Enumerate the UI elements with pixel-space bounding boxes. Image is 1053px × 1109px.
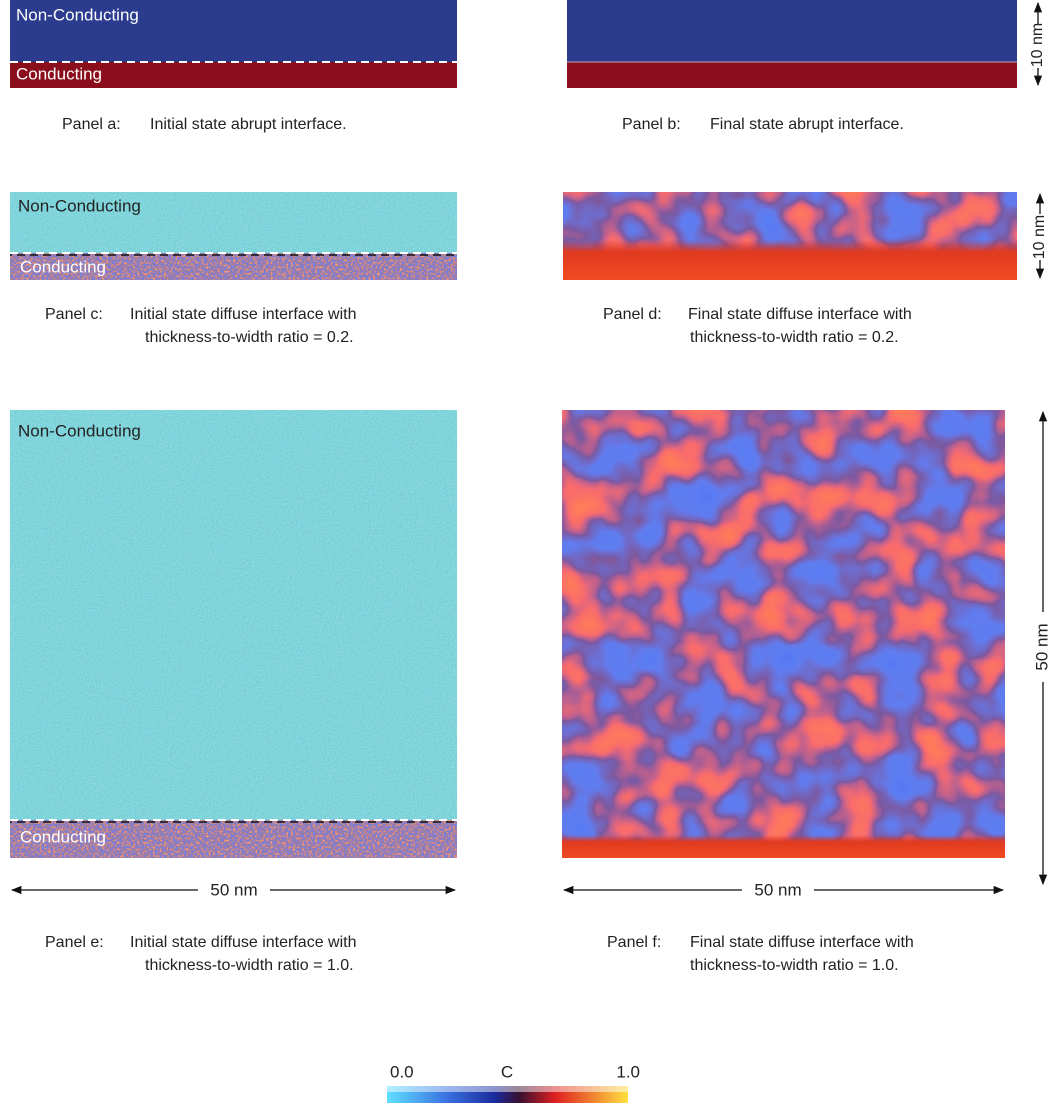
caption-line: Initial state abrupt interface.: [150, 116, 347, 133]
caption: Panel f: Final state diffuse interface wi…: [607, 934, 914, 951]
caption-line: thickness-to-width ratio = 0.2.: [145, 329, 354, 346]
colorbar: 0.0 C 1.0: [387, 1062, 640, 1103]
non-conducting-layer: [10, 0, 457, 62]
region-label: Conducting: [20, 257, 106, 276]
panel-label: Panel d:: [603, 306, 662, 323]
region-label: Non-Conducting: [18, 196, 141, 215]
panel-e: Non-Conducting Conducting 50 nm Panel e:…: [10, 410, 457, 974]
region-label: Conducting: [20, 827, 106, 846]
colorbar-min: 0.0: [390, 1062, 414, 1081]
caption-line: thickness-to-width ratio = 1.0.: [690, 957, 899, 974]
scale-label: 50 nm: [210, 880, 257, 899]
scale-gap: [1034, 612, 1052, 682]
scale-gap: [1032, 214, 1048, 260]
region-label: Conducting: [16, 64, 102, 83]
panel-label: Panel e:: [45, 934, 104, 951]
conducting-layer: [10, 62, 457, 88]
region-label: Non-Conducting: [16, 5, 139, 24]
caption-line: Initial state diffuse interface with: [130, 934, 357, 951]
conducting-layer: [10, 253, 457, 280]
non-conducting-layer: [567, 0, 1017, 62]
panel-label: Panel b:: [622, 116, 681, 133]
panel-b: 10 nm Panel b: Final state abrupt interfa…: [567, 0, 1046, 133]
scale-gap: [1030, 24, 1046, 68]
caption: Panel c: Initial state diffuse interface …: [45, 306, 357, 323]
scale-label: 50 nm: [754, 880, 801, 899]
conducting-layer: [10, 820, 457, 858]
non-conducting-layer: [10, 192, 457, 253]
panel-label: Panel a:: [62, 116, 121, 133]
caption-line: Final state abrupt interface.: [710, 116, 904, 133]
field-map: [562, 410, 1005, 858]
caption-line: thickness-to-width ratio = 0.2.: [690, 329, 899, 346]
caption-line: Initial state diffuse interface with: [130, 306, 357, 323]
scale-gap: [742, 880, 814, 900]
scale-label: 10 nm: [1029, 23, 1046, 67]
panel-f: 50 nm 50 nm Panel f: Final state diffuse …: [562, 410, 1052, 974]
scale-label: 50 nm: [1032, 623, 1051, 670]
caption-line: thickness-to-width ratio = 1.0.: [145, 957, 354, 974]
colorbar-ticks: [387, 1086, 628, 1092]
non-conducting-layer: [10, 410, 457, 820]
caption-line: Final state diffuse interface with: [690, 934, 914, 951]
caption-line: Final state diffuse interface with: [688, 306, 912, 323]
panel-d: 10 nm Panel d: Final state diffuse interf…: [563, 192, 1048, 346]
panel-c: Non-Conducting Conducting Panel c: Initia…: [10, 192, 457, 346]
caption: Panel e: Initial state diffuse interface …: [45, 934, 357, 951]
colorbar-max: 1.0: [616, 1062, 640, 1081]
conducting-layer: [567, 62, 1017, 88]
panel-a: Non-Conducting Conducting Panel a: Initia…: [10, 0, 457, 133]
panel-label: Panel f:: [607, 934, 661, 951]
conducting-layer: [562, 835, 1005, 858]
conducting-layer: [563, 240, 1017, 280]
caption: Panel d: Final state diffuse interface wi…: [603, 306, 912, 323]
scale-label: 10 nm: [1031, 215, 1048, 259]
colorbar-title: C: [501, 1062, 513, 1081]
caption: Panel a: Initial state abrupt interface.: [62, 116, 347, 133]
region-label: Non-Conducting: [18, 421, 141, 440]
scale-gap: [198, 880, 270, 900]
caption: Panel b: Final state abrupt interface.: [622, 116, 904, 133]
panel-label: Panel c:: [45, 306, 103, 323]
